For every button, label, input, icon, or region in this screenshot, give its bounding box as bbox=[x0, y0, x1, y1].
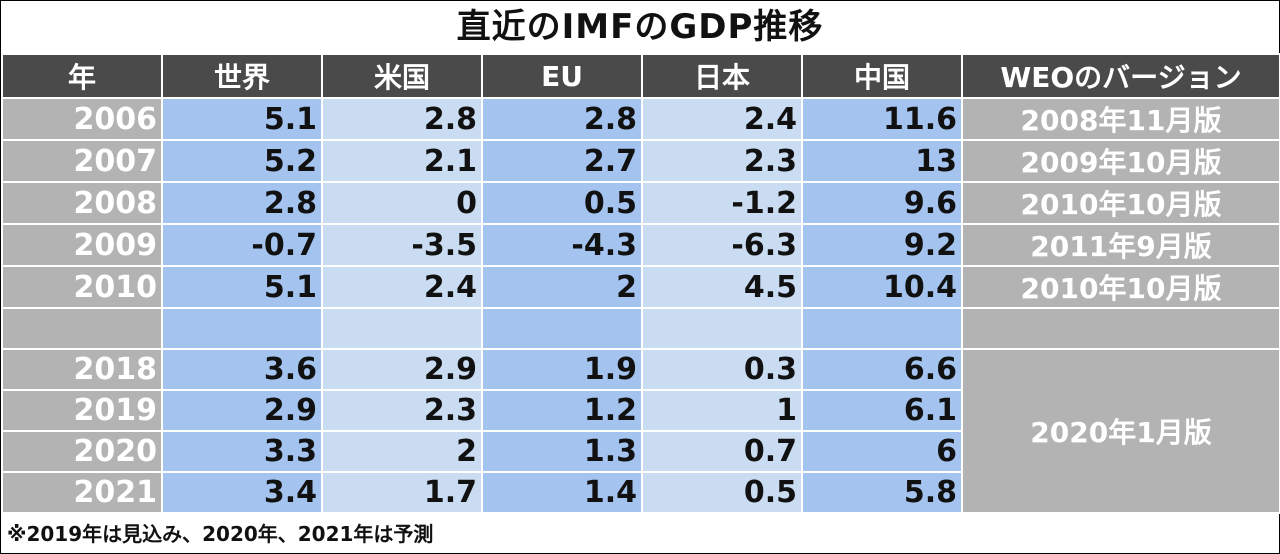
header-row: 年 世界 米国 EU 日本 中国 WEOのバージョン bbox=[1, 53, 1280, 99]
japan-cell: 0.5 bbox=[641, 471, 803, 514]
japan-cell: 4.5 bbox=[641, 265, 803, 309]
japan-cell: -6.3 bbox=[641, 223, 803, 267]
china-cell: 9.6 bbox=[801, 181, 963, 225]
table-row: 2021 3.4 1.7 1.4 0.5 5.8 bbox=[1, 471, 1280, 514]
eu-cell: 1.2 bbox=[481, 389, 643, 432]
header-weo: WEOのバージョン bbox=[961, 53, 1280, 99]
us-cell: 2.4 bbox=[321, 265, 483, 309]
gap-cell bbox=[321, 307, 483, 350]
header-world: 世界 bbox=[161, 53, 323, 99]
year-cell: 2006 bbox=[1, 97, 163, 141]
table-row: 2010 5.1 2.4 2 4.5 10.4 2010年10月版 bbox=[1, 265, 1280, 309]
weo-cell: 2010年10月版 bbox=[961, 181, 1280, 225]
weo-cell: 2008年11月版 bbox=[961, 97, 1280, 141]
year-cell: 2019 bbox=[1, 389, 163, 432]
eu-cell: 1.4 bbox=[481, 471, 643, 514]
us-cell: 2.3 bbox=[321, 389, 483, 432]
world-cell: -0.7 bbox=[161, 223, 323, 267]
year-cell: 2020 bbox=[1, 430, 163, 473]
gap-row bbox=[1, 307, 1280, 350]
weo-cell: 2009年10月版 bbox=[961, 139, 1280, 183]
us-cell: 0 bbox=[321, 181, 483, 225]
table-row: 2006 5.1 2.8 2.8 2.4 11.6 2008年11月版 bbox=[1, 97, 1280, 141]
world-cell: 5.1 bbox=[161, 265, 323, 309]
world-cell: 5.1 bbox=[161, 97, 323, 141]
footnote: ※2019年は見込み、2020年、2021年は予測 bbox=[7, 522, 434, 546]
china-cell: 9.2 bbox=[801, 223, 963, 267]
eu-cell: -4.3 bbox=[481, 223, 643, 267]
table-row: 2018 3.6 2.9 1.9 0.3 6.6 2020年1月版 bbox=[1, 348, 1280, 514]
china-cell: 10.4 bbox=[801, 265, 963, 309]
us-cell: -3.5 bbox=[321, 223, 483, 267]
gap-cell bbox=[481, 307, 643, 350]
japan-cell: 2.4 bbox=[641, 97, 803, 141]
gdp-table: 年 世界 米国 EU 日本 中国 WEOのバージョン 2006 5.1 2.8 … bbox=[1, 53, 1280, 514]
us-cell: 1.7 bbox=[321, 471, 483, 514]
eu-cell: 1.3 bbox=[481, 430, 643, 473]
year-cell: 2009 bbox=[1, 223, 163, 267]
year-cell: 2007 bbox=[1, 139, 163, 183]
us-cell: 2.8 bbox=[321, 97, 483, 141]
us-cell: 2 bbox=[321, 430, 483, 473]
china-cell: 13 bbox=[801, 139, 963, 183]
gap-cell bbox=[1, 307, 163, 350]
gap-cell bbox=[961, 307, 1280, 350]
eu-cell: 2.7 bbox=[481, 139, 643, 183]
eu-cell: 2.8 bbox=[481, 97, 643, 141]
weo-merged-cell: 2020年1月版 bbox=[961, 348, 1280, 514]
china-cell: 6.1 bbox=[801, 389, 963, 432]
us-cell: 2.1 bbox=[321, 139, 483, 183]
gap-cell bbox=[641, 307, 803, 350]
japan-cell: 0.3 bbox=[641, 348, 803, 391]
world-cell: 3.3 bbox=[161, 430, 323, 473]
world-cell: 2.8 bbox=[161, 181, 323, 225]
year-cell: 2010 bbox=[1, 265, 163, 309]
world-cell: 2.9 bbox=[161, 389, 323, 432]
header-china: 中国 bbox=[801, 53, 963, 99]
japan-cell: 0.7 bbox=[641, 430, 803, 473]
weo-cell: 2010年10月版 bbox=[961, 265, 1280, 309]
table-row: 2020 3.3 2 1.3 0.7 6 bbox=[1, 430, 1280, 473]
header-year: 年 bbox=[1, 53, 163, 99]
eu-cell: 0.5 bbox=[481, 181, 643, 225]
china-cell: 6 bbox=[801, 430, 963, 473]
china-cell: 6.6 bbox=[801, 348, 963, 391]
japan-cell: -1.2 bbox=[641, 181, 803, 225]
year-cell: 2018 bbox=[1, 348, 163, 391]
table-title: 直近のIMFのGDP推移 bbox=[456, 7, 824, 47]
gap-cell bbox=[161, 307, 323, 350]
eu-cell: 1.9 bbox=[481, 348, 643, 391]
japan-cell: 2.3 bbox=[641, 139, 803, 183]
world-cell: 3.6 bbox=[161, 348, 323, 391]
header-japan: 日本 bbox=[641, 53, 803, 99]
table-row: 2008 2.8 0 0.5 -1.2 9.6 2010年10月版 bbox=[1, 181, 1280, 225]
weo-cell: 2011年9月版 bbox=[961, 223, 1280, 267]
year-cell: 2008 bbox=[1, 181, 163, 225]
world-cell: 3.4 bbox=[161, 471, 323, 514]
china-cell: 5.8 bbox=[801, 471, 963, 514]
table-row: 2009 -0.7 -3.5 -4.3 -6.3 9.2 2011年9月版 bbox=[1, 223, 1280, 267]
table-row: 2007 5.2 2.1 2.7 2.3 13 2009年10月版 bbox=[1, 139, 1280, 183]
table-row: 2019 2.9 2.3 1.2 1 6.1 bbox=[1, 389, 1280, 432]
header-eu: EU bbox=[481, 53, 643, 99]
header-us: 米国 bbox=[321, 53, 483, 99]
eu-cell: 2 bbox=[481, 265, 643, 309]
world-cell: 5.2 bbox=[161, 139, 323, 183]
us-cell: 2.9 bbox=[321, 348, 483, 391]
gap-cell bbox=[801, 307, 963, 350]
year-cell: 2021 bbox=[1, 471, 163, 514]
china-cell: 11.6 bbox=[801, 97, 963, 141]
japan-cell: 1 bbox=[641, 389, 803, 432]
